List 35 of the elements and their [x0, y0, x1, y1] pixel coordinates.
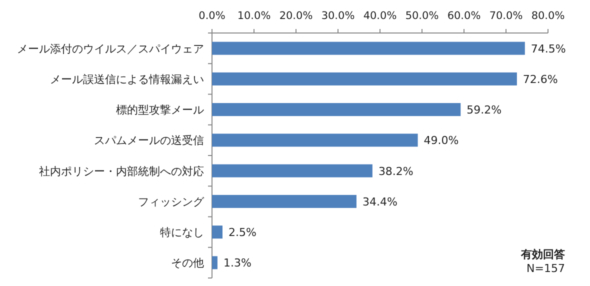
bar [212, 226, 222, 239]
y-tick-label: 標的型攻撃メール [116, 104, 204, 117]
bar [212, 72, 517, 86]
y-tick-label: 特になし [160, 226, 204, 240]
y-tick-label: メール誤送信による情報漏えい [50, 72, 204, 86]
x-tick-label: 80.0% [531, 10, 565, 22]
y-tick-label: その他 [171, 256, 204, 270]
data-label: 38.2% [378, 164, 414, 178]
data-label: 49.0% [424, 134, 459, 148]
x-tick-label: 70.0% [489, 10, 523, 22]
data-label: 34.4% [362, 195, 398, 208]
x-tick-label: 40.0% [363, 10, 397, 22]
x-tick-label: 0.0% [198, 10, 226, 22]
y-tick-label: メール添付のウイルス／スパイウェア [17, 42, 204, 56]
data-label: 1.3% [223, 256, 252, 270]
annotation: 有効回答 [520, 248, 566, 261]
x-tick-label: 50.0% [405, 10, 439, 22]
x-tick-label: 20.0% [279, 10, 313, 22]
bar [212, 164, 372, 178]
bar [212, 134, 418, 147]
bar [212, 256, 218, 270]
x-tick-label: 10.0% [237, 10, 271, 22]
bar [212, 103, 461, 116]
y-tick-label: フィッシング [138, 195, 205, 208]
data-label: 74.5% [530, 42, 566, 56]
annotation: N=157 [526, 262, 565, 275]
bar [212, 194, 356, 208]
x-tick-label: 30.0% [321, 10, 355, 22]
y-tick-label: 社内ポリシー・内部統制への対応 [39, 164, 204, 178]
x-tick-label: 60.0% [447, 10, 481, 22]
data-label: 2.5% [228, 226, 256, 240]
y-tick-label: スパムメールの送受信 [94, 134, 204, 148]
bar [212, 42, 525, 55]
data-label: 72.6% [522, 72, 558, 86]
data-label: 59.2% [466, 104, 502, 117]
